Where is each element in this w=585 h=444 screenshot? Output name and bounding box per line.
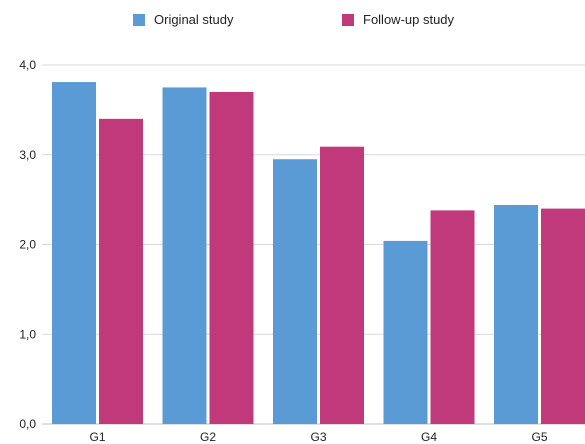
legend-label-original-study: Original study [154,12,234,27]
x-tick-label: G5 [531,430,547,444]
y-tick-label: 2,0 [19,238,36,252]
legend-swatch-follow-up-study [342,13,354,26]
y-tick-label: 4,0 [19,58,36,72]
x-tick-label: G3 [310,430,326,444]
x-tick-label: G1 [89,430,105,444]
bar-original-study-g2 [162,87,207,424]
legend-swatch-original-study [133,13,145,26]
legend: Original study Follow-up study [0,12,585,32]
bar-original-study-g3 [273,159,317,425]
y-tick-label: 1,0 [19,327,36,341]
bar-follow-up-study-g1 [99,118,143,424]
bar-original-study-g4 [383,240,428,424]
x-tick-label: G4 [421,430,437,444]
y-tick-label: 3,0 [19,148,36,162]
bar-original-study-g5 [494,205,538,424]
legend-item-original-study: Original study [133,12,233,27]
bar-follow-up-study-g3 [320,146,364,425]
bar-follow-up-study-g4 [430,210,475,424]
legend-item-follow-up-study: Follow-up study [342,12,454,27]
x-tick-label: G2 [200,430,216,444]
legend-label-follow-up-study: Follow-up study [363,12,455,27]
bar-original-study-g1 [52,82,96,425]
bar-follow-up-study-g2 [209,91,254,425]
bar-follow-up-study-g5 [541,208,585,424]
y-tick-label: 0,0 [19,417,36,431]
